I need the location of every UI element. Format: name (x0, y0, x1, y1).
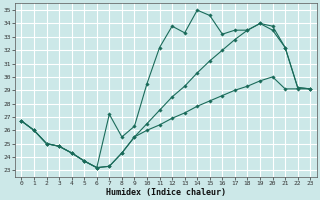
X-axis label: Humidex (Indice chaleur): Humidex (Indice chaleur) (106, 188, 226, 197)
